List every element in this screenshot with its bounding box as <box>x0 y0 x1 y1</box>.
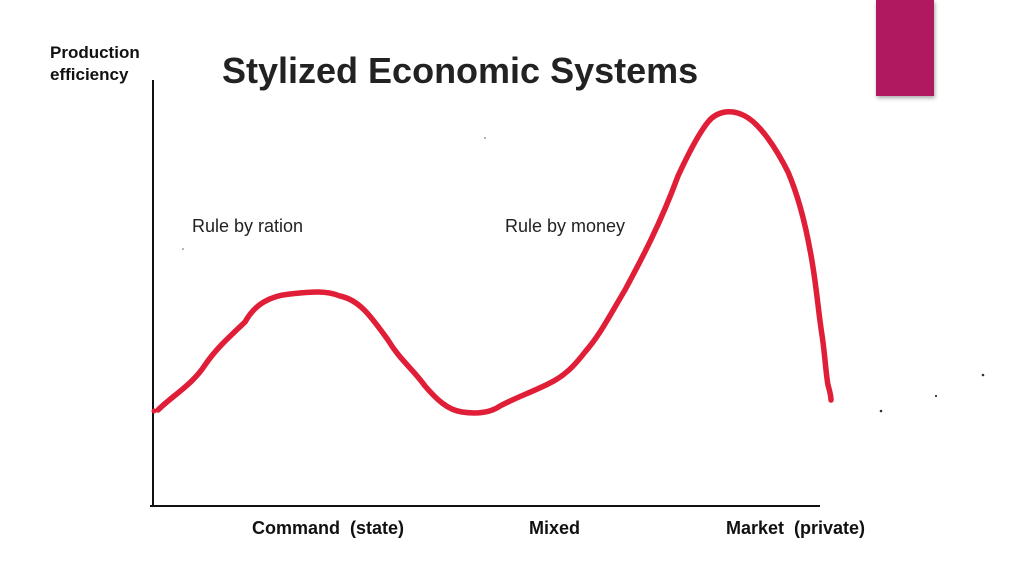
y-axis-label-line1: Production <box>50 43 140 62</box>
stray-dot <box>981 373 985 377</box>
stray-dot <box>934 394 938 398</box>
annotation-rule-by-ration: Rule by ration <box>192 216 304 236</box>
curve-start-dot <box>151 408 157 414</box>
efficiency-curve <box>155 109 834 416</box>
slide-title: Stylized Economic Systems <box>222 50 699 91</box>
x-label-market: Market (private) <box>726 518 866 538</box>
accent-block <box>876 0 934 96</box>
stray-dot <box>182 248 184 250</box>
stray-dot <box>484 137 486 139</box>
y-axis-label: Production efficiency <box>50 42 140 86</box>
stray-dot <box>879 409 883 413</box>
y-axis-label-line2: efficiency <box>50 65 129 84</box>
x-label-command: Command (state) <box>252 518 405 538</box>
x-label-mixed: Mixed <box>529 518 581 538</box>
annotation-rule-by-money: Rule by money <box>505 216 626 236</box>
